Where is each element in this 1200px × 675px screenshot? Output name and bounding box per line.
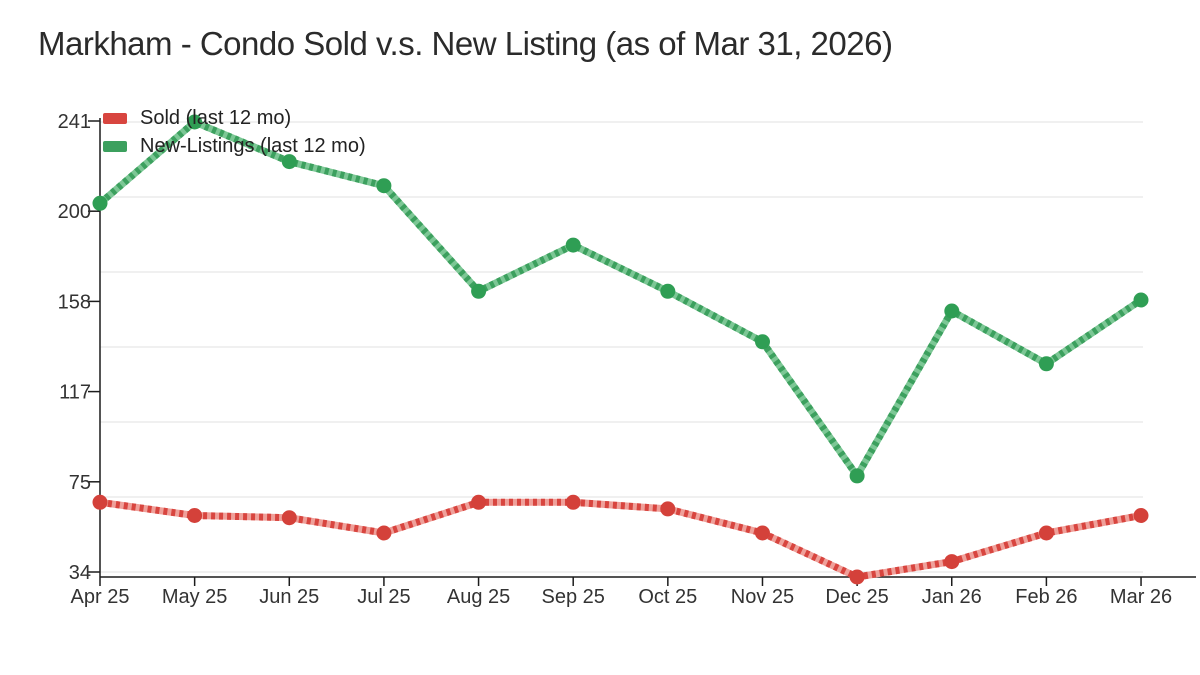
data-point-series-1	[755, 334, 770, 350]
x-tick-label: Jul 25	[357, 586, 410, 608]
x-tick-label: Sep 25	[542, 586, 605, 608]
legend-item-new-listings: New-Listings (last 12 mo)	[103, 135, 366, 158]
data-point-series-1	[1038, 356, 1054, 372]
data-point-series-0	[376, 525, 392, 541]
legend-item-sold: Sold (last 12 mo)	[103, 107, 366, 130]
y-tick-label: 34	[69, 562, 91, 584]
chart-title: Markham - Condo Sold v.s. New Listing (a…	[38, 25, 893, 62]
x-tick-label: May 25	[162, 586, 228, 608]
data-point-series-1	[565, 237, 581, 253]
x-tick-label: Mar 26	[1110, 586, 1172, 608]
legend-swatch-new-listings	[103, 141, 127, 152]
x-tick-label: Nov 25	[731, 586, 794, 608]
data-point-series-1	[281, 154, 297, 170]
x-tick-label: Aug 25	[447, 586, 510, 608]
data-point-series-0	[187, 508, 203, 523]
legend-label-new-listings: New-Listings (last 12 mo)	[140, 135, 366, 157]
series-line-base-0	[96, 498, 1145, 581]
data-point-series-1	[376, 178, 392, 194]
x-tick-label: Dec 25	[825, 586, 888, 608]
data-point-series-1	[471, 283, 487, 299]
series-line-base-1	[96, 118, 1145, 480]
data-point-series-0	[660, 501, 676, 517]
data-point-series-1	[187, 114, 203, 130]
x-tick-label: Apr 25	[71, 586, 130, 608]
legend-label-sold: Sold (last 12 mo)	[140, 107, 292, 129]
y-tick-label: 75	[69, 472, 91, 494]
data-point-series-1	[944, 303, 960, 319]
data-point-series-0	[1038, 525, 1054, 541]
data-point-series-0	[92, 494, 108, 510]
data-point-series-1	[1133, 292, 1149, 308]
data-point-series-0	[565, 494, 581, 510]
data-point-series-0	[281, 510, 297, 526]
data-point-series-0	[1133, 508, 1149, 523]
y-tick-label: 241	[58, 111, 91, 133]
x-tick-label: Feb 26	[1015, 586, 1077, 608]
data-point-series-0	[944, 554, 960, 570]
legend-swatch-sold	[103, 113, 127, 124]
series-line-stripe-1	[97, 118, 1143, 480]
y-tick-label: 158	[58, 291, 91, 313]
data-point-series-1	[92, 195, 108, 211]
data-point-series-1	[849, 468, 865, 484]
data-point-series-1	[660, 283, 676, 299]
y-tick-label: 117	[59, 382, 91, 404]
x-tick-label: Jan 26	[922, 586, 982, 608]
data-point-series-0	[849, 569, 865, 585]
data-point-series-0	[471, 494, 487, 510]
series-line-stripe-0	[99, 498, 1142, 581]
chart-legend: Sold (last 12 mo) New-Listings (last 12 …	[103, 107, 366, 158]
x-tick-label: Oct 25	[638, 586, 697, 608]
data-point-series-0	[755, 525, 770, 541]
x-tick-label: Jun 25	[259, 586, 319, 608]
y-tick-label: 200	[58, 201, 91, 223]
